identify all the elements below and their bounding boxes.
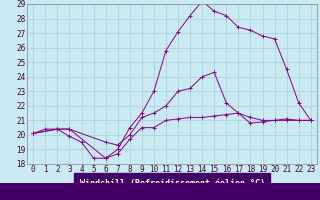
X-axis label: Windchill (Refroidissement éolien,°C): Windchill (Refroidissement éolien,°C): [79, 179, 265, 188]
